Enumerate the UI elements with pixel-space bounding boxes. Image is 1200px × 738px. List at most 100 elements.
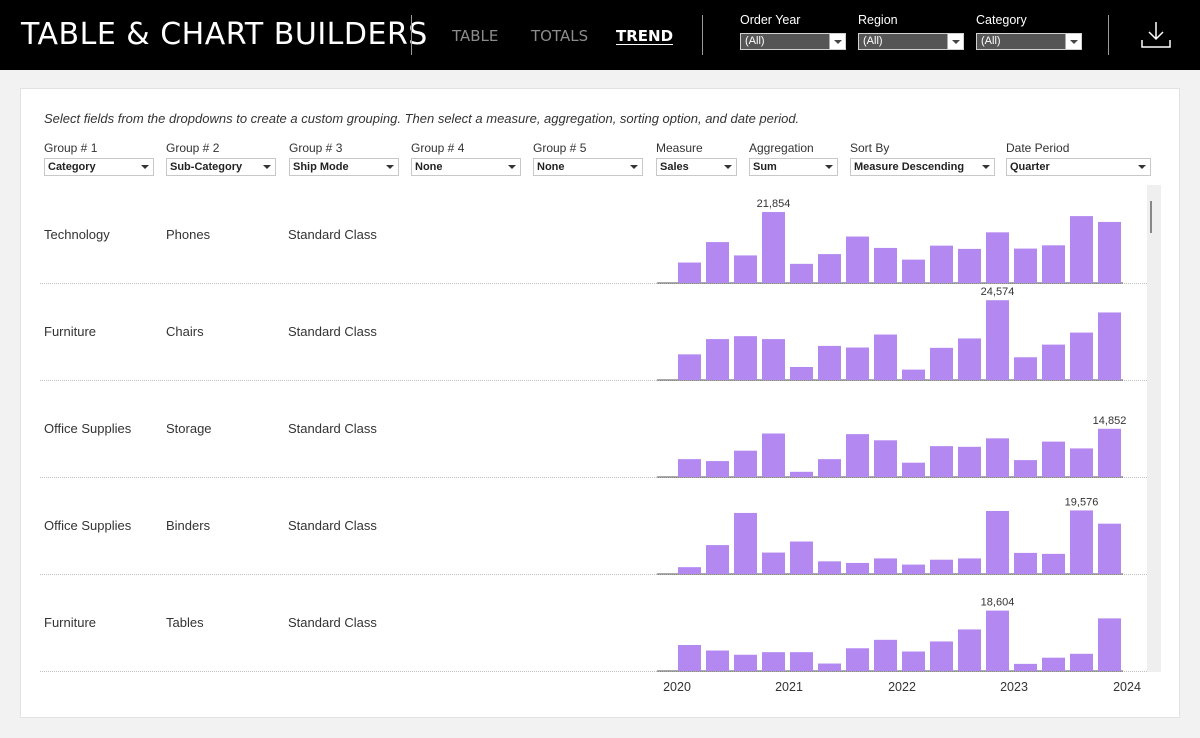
chart-bar[interactable] [874, 247, 897, 283]
chart-bar[interactable] [902, 564, 925, 574]
chart-bar[interactable] [818, 561, 841, 574]
chart-bar[interactable] [762, 552, 785, 574]
chart-bar[interactable] [734, 512, 757, 574]
chart-bar[interactable] [930, 347, 953, 380]
tab-trend[interactable]: TREND [616, 27, 674, 45]
chart-bar[interactable] [1014, 552, 1037, 574]
chart-bar[interactable] [1098, 428, 1121, 477]
measure-select[interactable]: Sales [656, 158, 737, 176]
group4-select[interactable]: None [411, 158, 521, 176]
chart-bar[interactable] [1042, 657, 1065, 671]
chart-bar[interactable] [846, 347, 869, 380]
category-select[interactable]: (All) [976, 33, 1082, 50]
chart-bar[interactable] [1098, 312, 1121, 380]
chart-bar[interactable] [1014, 357, 1037, 380]
chart-bar[interactable] [1070, 332, 1093, 380]
chart-bar[interactable] [958, 629, 981, 671]
chart-bar[interactable] [846, 434, 869, 477]
chart-bar[interactable] [846, 648, 869, 671]
chart-bar[interactable] [1014, 663, 1037, 671]
chart-bar[interactable] [874, 334, 897, 380]
chart-bar[interactable] [1070, 216, 1093, 283]
chart-bar[interactable] [958, 248, 981, 283]
chart-bar[interactable] [818, 663, 841, 671]
chart-bar[interactable] [1042, 344, 1065, 380]
download-button[interactable] [1139, 20, 1173, 50]
chart-bar[interactable] [762, 339, 785, 380]
chart-bar[interactable] [734, 654, 757, 671]
chart-bar[interactable] [762, 212, 785, 283]
chart-bar[interactable] [846, 562, 869, 574]
group1-select[interactable]: Category [44, 158, 154, 176]
chart-bar[interactable] [874, 440, 897, 477]
x-tick-label: 2024 [1113, 680, 1141, 694]
chart-bar[interactable] [902, 259, 925, 283]
chart-bar[interactable] [762, 433, 785, 477]
chart-bar[interactable] [874, 558, 897, 574]
chart-bar[interactable] [958, 338, 981, 380]
chart-bar[interactable] [762, 652, 785, 671]
chart-bar[interactable] [678, 354, 701, 380]
chart-bar[interactable] [986, 610, 1009, 671]
chart-bar[interactable] [930, 446, 953, 477]
chart-bar[interactable] [706, 461, 729, 477]
chart-bar[interactable] [1042, 553, 1065, 574]
chart-bar[interactable] [930, 245, 953, 283]
chart-bar[interactable] [1070, 653, 1093, 671]
chart-bar[interactable] [1098, 221, 1121, 283]
chart-bar[interactable] [790, 652, 813, 671]
order-year-select[interactable]: (All) [740, 33, 846, 50]
row-group3: Standard Class [288, 421, 377, 436]
chart-bar[interactable] [1070, 510, 1093, 574]
chart-bar[interactable] [930, 641, 953, 671]
chart-bar[interactable] [734, 336, 757, 380]
chart-bar[interactable] [1014, 460, 1037, 477]
scrollbar-track[interactable] [1147, 185, 1161, 672]
chart-bar[interactable] [930, 559, 953, 574]
chart-bar[interactable] [734, 450, 757, 477]
chart-bar[interactable] [1098, 523, 1121, 574]
chart-bar[interactable] [986, 232, 1009, 283]
chart-bar[interactable] [790, 367, 813, 380]
chart-bar[interactable] [986, 300, 1009, 380]
chart-bar[interactable] [986, 511, 1009, 574]
chart-bar[interactable] [734, 255, 757, 283]
region-select[interactable]: (All) [858, 33, 964, 50]
chart-bar[interactable] [818, 459, 841, 477]
tab-table[interactable]: TABLE [452, 27, 499, 45]
chart-bar[interactable] [790, 541, 813, 574]
chart-bar[interactable] [846, 236, 869, 283]
chart-bar[interactable] [1042, 245, 1065, 283]
chart-bar[interactable] [902, 462, 925, 477]
chart-bar[interactable] [678, 459, 701, 477]
chart-bar[interactable] [958, 558, 981, 574]
group5-select[interactable]: None [533, 158, 643, 176]
chart-bar[interactable] [818, 345, 841, 380]
chart-bar[interactable] [1070, 448, 1093, 477]
group3-select[interactable]: Ship Mode [289, 158, 399, 176]
chart-bar[interactable] [958, 446, 981, 477]
aggregation-select[interactable]: Sum [749, 158, 838, 176]
chart-bar[interactable] [678, 645, 701, 671]
chart-bar[interactable] [902, 369, 925, 380]
chart-bar[interactable] [1042, 441, 1065, 477]
chart-bar[interactable] [678, 262, 701, 283]
chart-bar[interactable] [706, 339, 729, 380]
scrollbar-thumb[interactable] [1150, 201, 1152, 233]
tab-totals[interactable]: TOTALS [531, 27, 589, 45]
chart-bar[interactable] [902, 651, 925, 671]
chart-bar[interactable] [706, 242, 729, 283]
chart-bar[interactable] [706, 650, 729, 671]
date-period-select[interactable]: Quarter [1006, 158, 1151, 176]
sort-by-select[interactable]: Measure Descending [850, 158, 995, 176]
chart-bar[interactable] [706, 545, 729, 574]
chart-bar[interactable] [678, 567, 701, 574]
chart-bar[interactable] [1098, 618, 1121, 671]
group2-select[interactable]: Sub-Category [166, 158, 276, 176]
chart-bar[interactable] [1014, 248, 1037, 283]
chart-bar[interactable] [874, 639, 897, 671]
chart-bar[interactable] [818, 254, 841, 283]
chart-bar[interactable] [790, 471, 813, 477]
chart-bar[interactable] [790, 263, 813, 283]
chart-bar[interactable] [986, 438, 1009, 477]
